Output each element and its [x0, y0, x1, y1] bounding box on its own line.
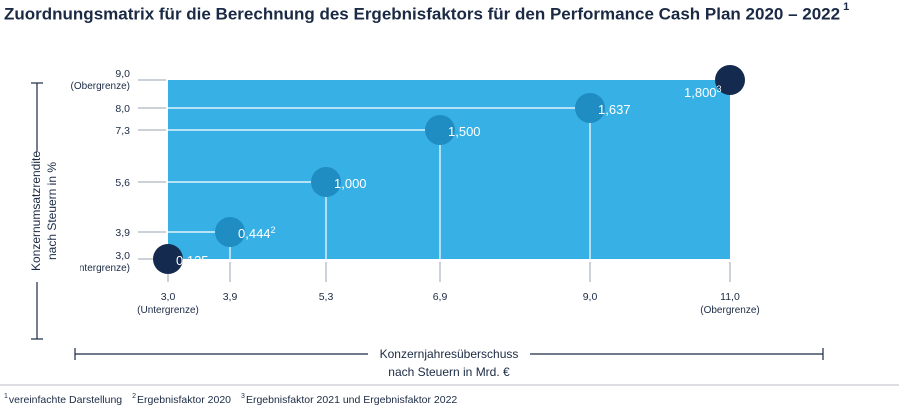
footnote-text: vereinfachte Darstellung	[8, 394, 123, 406]
data-point	[425, 115, 455, 145]
y-tick-label: 3,9	[115, 227, 130, 239]
chart-title-footnote-marker: 1	[843, 1, 850, 13]
footnote-marker: 2	[132, 393, 137, 400]
x-axis-title-line1: Konzernjahresüberschuss	[380, 347, 519, 361]
footnote-marker: 1	[4, 393, 8, 400]
x-tick-sublabel: (Obergrenze)	[700, 305, 759, 316]
footnote-text: Ergebnisfaktor 2021 und Ergebnisfaktor 2…	[245, 394, 458, 406]
footnote-text: Ergebnisfaktor 2020	[137, 394, 232, 406]
y-tick-label: 7,3	[115, 125, 130, 137]
y-axis-title-background	[26, 152, 80, 282]
x-tick-label: 9,0	[583, 291, 598, 303]
data-point-label: 1,500	[448, 124, 481, 139]
data-point	[311, 167, 341, 197]
data-point	[715, 65, 745, 95]
footnote-marker: 3	[241, 393, 245, 400]
footnote: 1vereinfachte Darstellung	[4, 393, 123, 406]
y-axis-title-line1: Konzernumsatzrendite	[29, 151, 43, 271]
data-point	[153, 244, 183, 274]
data-point-label: 1,637	[598, 102, 631, 117]
x-tick-label: 11,0	[720, 291, 740, 303]
x-tick-label: 5,3	[319, 291, 334, 303]
footnote: 3Ergebnisfaktor 2021 und Ergebnisfaktor …	[241, 393, 458, 406]
y-tick-label: 5,6	[115, 177, 130, 189]
x-tick-label: 3,9	[223, 291, 238, 303]
y-tick-sublabel: (Untergrenze)	[68, 263, 130, 274]
data-point-footnote-marker: 3	[717, 84, 722, 94]
x-tick-label: 6,9	[433, 291, 448, 303]
x-tick-label: 3,0	[161, 291, 176, 303]
y-axis-title-line2: nach Steuern in %	[45, 162, 59, 260]
y-tick-label: 9,0	[115, 68, 130, 80]
matrix-area	[168, 80, 730, 259]
data-point	[575, 93, 605, 123]
chart-title-text: Zuordnungsmatrix für die Berechnung des …	[4, 4, 841, 24]
y-tick-label: 8,0	[115, 103, 130, 115]
data-point-label: 0,4442	[238, 225, 276, 241]
data-point-label: 1,000	[334, 176, 367, 191]
x-axis-title-background	[368, 344, 530, 362]
x-axis-title-line2: nach Steuern in Mrd. €	[388, 365, 510, 379]
x-tick-sublabel: (Untergrenze)	[137, 305, 199, 316]
footnotes: 1vereinfachte Darstellung 2Ergebnisfaktor…	[4, 393, 467, 406]
y-tick-sublabel: (Obergrenze)	[71, 81, 130, 92]
data-point	[215, 217, 245, 247]
data-point-footnote-marker: 2	[271, 225, 276, 235]
y-tick-label: 3,0	[115, 250, 130, 262]
chart-title: Zuordnungsmatrix für die Berechnung des …	[4, 1, 850, 25]
data-point-label: 0,135	[176, 253, 209, 268]
footnote: 2Ergebnisfaktor 2020	[132, 393, 232, 406]
data-point-label: 1,8003	[684, 84, 722, 100]
